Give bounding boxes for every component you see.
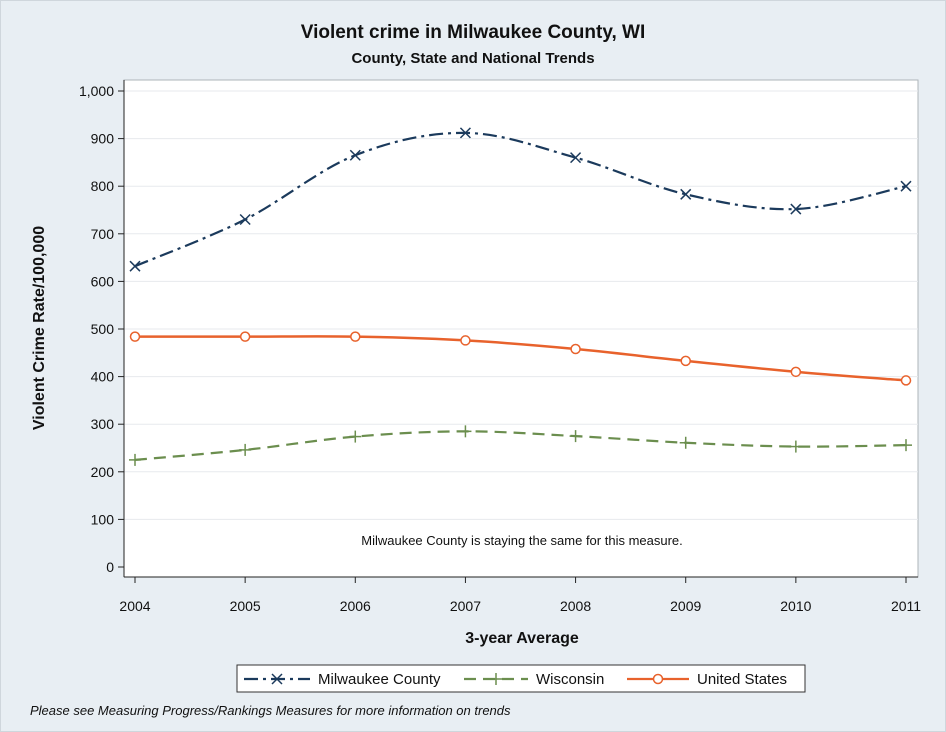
series-line-wisconsin: [134, 430, 907, 461]
y-tick-label: 200: [91, 464, 115, 480]
x-tick-label: 2006: [340, 598, 371, 614]
y-tick-label: 400: [91, 369, 115, 385]
legend: Milwaukee County Wisconsin United States: [244, 671, 787, 688]
data-point-united-states: [790, 366, 802, 378]
data-point-milwaukee-county: [680, 188, 692, 200]
y-axis-title: Violent Crime Rate/100,000: [31, 226, 48, 430]
x-tick-label: 2011: [891, 598, 921, 614]
data-point-wisconsin: [789, 440, 802, 453]
x-tick-label: 2007: [450, 598, 481, 614]
data-point-milwaukee-county: [790, 203, 802, 215]
data-point-united-states: [900, 375, 912, 386]
data-point-wisconsin: [129, 453, 141, 466]
data-point-united-states: [680, 355, 691, 367]
data-point-milwaukee-county: [349, 149, 361, 161]
data-point-milwaukee-county: [239, 213, 251, 226]
data-point-wisconsin: [900, 439, 912, 452]
legend-marker-united-states: [652, 673, 664, 685]
x-tick-label: 2009: [670, 598, 701, 614]
legend-marker-milwaukee-county: [271, 673, 283, 685]
grid-lines: [124, 90, 918, 520]
data-point-milwaukee-county: [459, 127, 471, 139]
x-axis-title: 3-year Average: [465, 630, 579, 647]
y-tick-label: 800: [91, 178, 115, 194]
series-line-united-states: [135, 335, 907, 382]
data-point-wisconsin: [569, 430, 582, 443]
data-point-wisconsin: [459, 425, 472, 438]
x-tick-label: 2004: [119, 598, 150, 614]
data-point-milwaukee-county: [900, 180, 912, 192]
data-point-united-states: [350, 331, 361, 342]
y-tick-label: 300: [91, 416, 115, 432]
data-point-wisconsin: [239, 443, 252, 456]
y-tick-label: 0: [106, 559, 114, 575]
legend-marker-wisconsin: [490, 673, 502, 685]
y-tick-label: 700: [91, 226, 115, 242]
y-tick-label: 1,000: [79, 83, 114, 99]
data-point-wisconsin: [349, 430, 362, 443]
legend-label-milwaukee-county: Milwaukee County: [318, 671, 441, 688]
series-line-milwaukee-county: [134, 131, 907, 268]
y-tick-label: 100: [91, 511, 115, 527]
chart-subtitle: County, State and National Trends: [351, 50, 595, 67]
data-point-milwaukee-county: [570, 152, 582, 164]
y-tick-label: 600: [91, 273, 115, 289]
footnote: Please see Measuring Progress/Rankings M…: [30, 703, 511, 718]
data-point-united-states: [239, 331, 251, 342]
data-point-united-states: [129, 331, 141, 342]
chart-title: Violent crime in Milwaukee County, WI: [300, 22, 646, 43]
x-tick-label: 2010: [780, 598, 811, 614]
y-tick-label: 900: [91, 131, 115, 147]
series-lines: [129, 127, 912, 466]
y-tick-label: 500: [91, 321, 115, 337]
data-point-united-states: [570, 343, 581, 355]
legend-label-wisconsin: Wisconsin: [536, 671, 604, 688]
axes: 0 100 200 300 400 500 600 700 800 900 1,000 2004 200…: [79, 80, 921, 614]
x-tick-label: 2008: [560, 598, 591, 614]
x-tick-label: 2005: [230, 598, 261, 614]
data-point-milwaukee-county: [129, 260, 141, 272]
legend-label-united-states: United States: [697, 671, 787, 688]
chart-annotation: Milwaukee County is staying the same for…: [361, 533, 683, 548]
data-point-united-states: [460, 335, 471, 346]
data-point-wisconsin: [679, 436, 692, 449]
